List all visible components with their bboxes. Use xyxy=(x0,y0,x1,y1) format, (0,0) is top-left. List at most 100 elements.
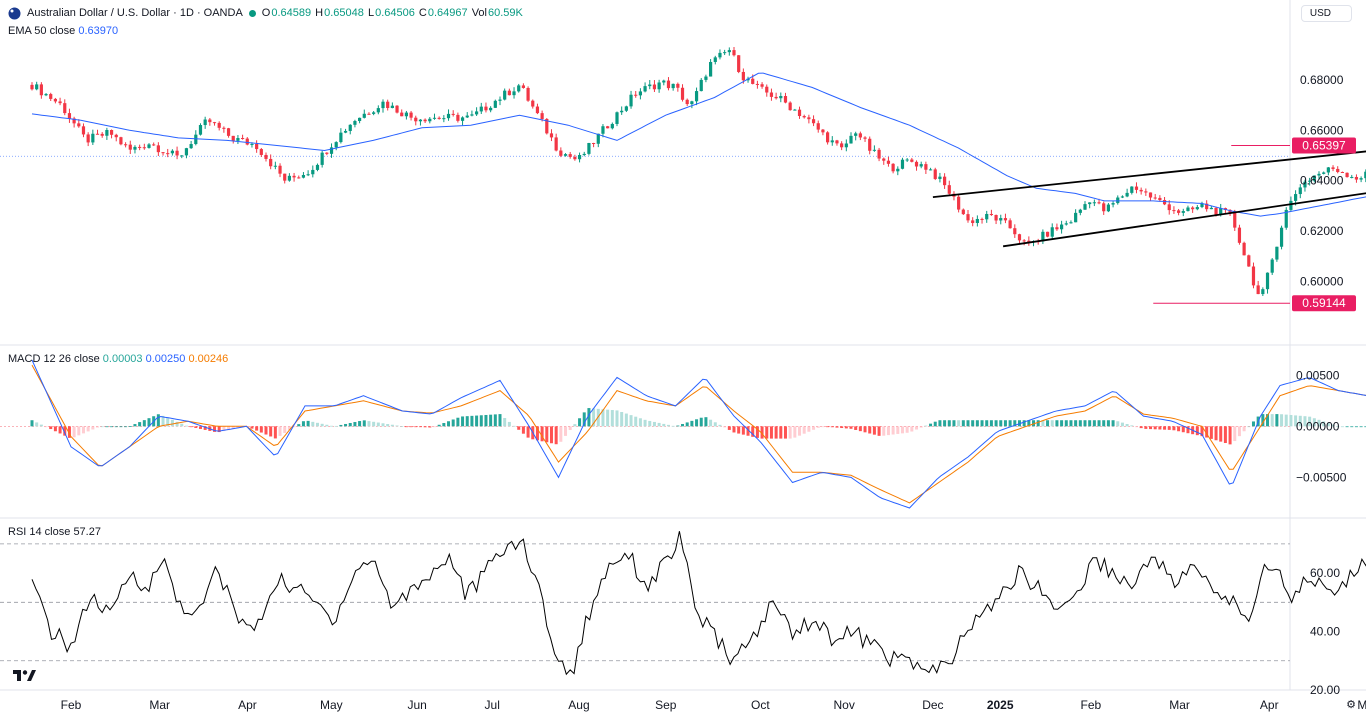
candle[interactable] xyxy=(863,136,867,142)
candle[interactable] xyxy=(142,143,146,150)
candle[interactable] xyxy=(30,82,34,91)
candle[interactable] xyxy=(128,140,132,155)
candle[interactable] xyxy=(985,210,989,223)
candle[interactable] xyxy=(1237,224,1242,245)
candle[interactable] xyxy=(386,99,390,111)
candle[interactable] xyxy=(362,109,366,119)
gear-icon[interactable]: ⚙ xyxy=(1346,699,1356,711)
candle[interactable] xyxy=(587,142,591,156)
candle[interactable] xyxy=(1102,201,1106,215)
candle[interactable] xyxy=(1303,179,1307,192)
candle[interactable] xyxy=(582,151,586,157)
candle[interactable] xyxy=(643,82,647,93)
candle[interactable] xyxy=(301,172,306,179)
candle[interactable] xyxy=(381,99,385,113)
candle[interactable] xyxy=(826,131,830,145)
macd-legend[interactable]: MACD 12 26 close 0.00003 0.00250 0.00246 xyxy=(8,352,228,366)
candle[interactable] xyxy=(727,47,731,56)
candle[interactable] xyxy=(1279,225,1284,250)
candle[interactable] xyxy=(1340,171,1344,174)
candle[interactable] xyxy=(175,146,179,160)
candle[interactable] xyxy=(372,111,376,116)
candle[interactable] xyxy=(924,161,928,174)
candle[interactable] xyxy=(264,152,268,162)
candle[interactable] xyxy=(507,88,511,96)
candle[interactable] xyxy=(493,99,497,108)
candle[interactable] xyxy=(241,134,245,140)
candle[interactable] xyxy=(442,115,446,123)
candle[interactable] xyxy=(39,82,43,99)
candle[interactable] xyxy=(212,121,217,126)
candle[interactable] xyxy=(226,127,231,138)
candle[interactable] xyxy=(788,101,792,111)
candle[interactable] xyxy=(624,105,628,113)
candle[interactable] xyxy=(526,86,530,102)
candle[interactable] xyxy=(1209,206,1213,210)
candle[interactable] xyxy=(1326,166,1330,176)
candle[interactable] xyxy=(203,116,207,129)
candle[interactable] xyxy=(414,115,418,126)
candle[interactable] xyxy=(1181,208,1185,217)
candle[interactable] xyxy=(1298,184,1302,199)
candle[interactable] xyxy=(699,78,703,92)
candle[interactable] xyxy=(1078,208,1082,216)
candle[interactable] xyxy=(1354,174,1359,183)
candle[interactable] xyxy=(882,157,886,165)
candle[interactable] xyxy=(329,143,334,158)
candle[interactable] xyxy=(648,80,652,90)
candle[interactable] xyxy=(446,109,451,121)
candle[interactable] xyxy=(601,124,605,138)
candle[interactable] xyxy=(680,84,685,102)
tradingview-logo[interactable] xyxy=(12,668,36,686)
candle[interactable] xyxy=(334,141,338,151)
candle[interactable] xyxy=(484,102,488,113)
candle[interactable] xyxy=(470,110,474,117)
candle[interactable] xyxy=(418,119,423,126)
candle[interactable] xyxy=(367,112,371,115)
currency-selector[interactable]: USD xyxy=(1300,5,1352,22)
candle[interactable] xyxy=(1167,200,1171,215)
candle[interactable] xyxy=(886,156,891,167)
candle[interactable] xyxy=(1275,246,1279,262)
candle[interactable] xyxy=(718,49,722,60)
candle[interactable] xyxy=(666,77,671,91)
candle[interactable] xyxy=(456,112,460,123)
candle[interactable] xyxy=(971,217,975,227)
candle[interactable] xyxy=(63,99,67,116)
candle[interactable] xyxy=(35,81,39,91)
candle[interactable] xyxy=(1186,205,1190,212)
candle[interactable] xyxy=(217,121,221,131)
candle[interactable] xyxy=(1265,272,1270,294)
candle[interactable] xyxy=(400,109,404,117)
candle[interactable] xyxy=(928,167,933,171)
candle[interactable] xyxy=(287,173,291,182)
candle[interactable] xyxy=(58,97,62,106)
candle[interactable] xyxy=(236,135,240,145)
candle[interactable] xyxy=(938,172,942,183)
candle[interactable] xyxy=(512,87,516,99)
candle[interactable] xyxy=(943,173,947,189)
rsi-legend[interactable]: RSI 14 close 57.27 xyxy=(8,525,101,539)
candle[interactable] xyxy=(835,139,839,146)
candle[interactable] xyxy=(395,105,399,114)
candle[interactable] xyxy=(1308,177,1312,186)
candle[interactable] xyxy=(975,215,979,227)
candle[interactable] xyxy=(877,147,881,162)
candle[interactable] xyxy=(769,88,774,101)
candle[interactable] xyxy=(797,106,802,119)
candle[interactable] xyxy=(189,140,193,149)
ema-50-line[interactable] xyxy=(31,72,1366,217)
candle[interactable] xyxy=(105,127,109,140)
candle[interactable] xyxy=(914,160,919,171)
macd-pane[interactable] xyxy=(0,359,1366,509)
candle[interactable] xyxy=(900,157,905,170)
candle[interactable] xyxy=(592,142,596,148)
candle[interactable] xyxy=(596,133,600,148)
candle[interactable] xyxy=(573,154,577,161)
candle[interactable] xyxy=(208,117,212,126)
candle[interactable] xyxy=(114,133,118,142)
candle[interactable] xyxy=(1064,220,1068,226)
candle[interactable] xyxy=(1144,188,1148,196)
macd-signal-line[interactable] xyxy=(31,364,1366,504)
candle[interactable] xyxy=(325,152,329,156)
